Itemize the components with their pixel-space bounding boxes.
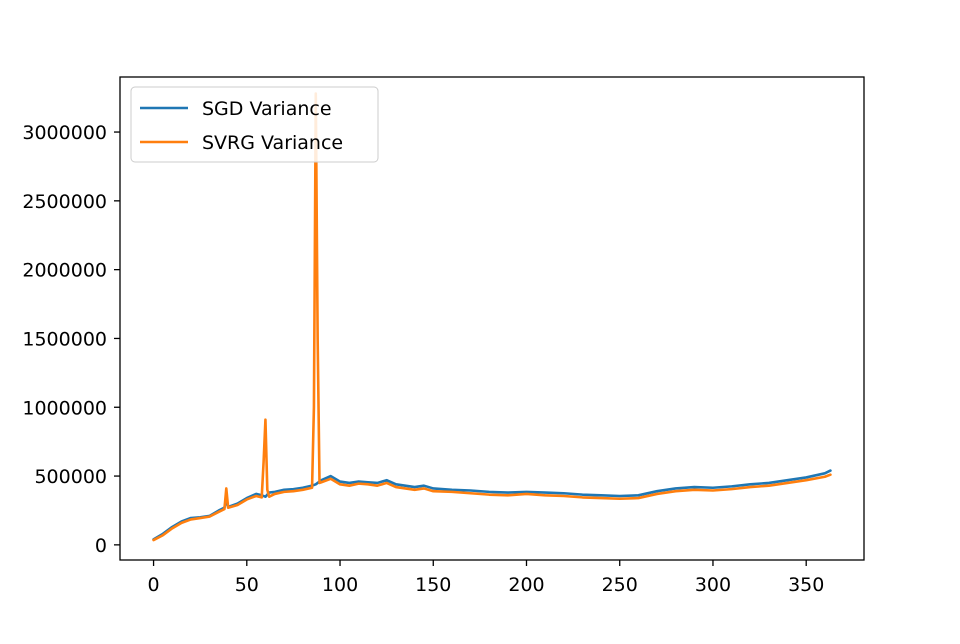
x-tick-label: 150 [415, 574, 451, 596]
x-tick-label: 350 [788, 574, 824, 596]
legend-label-1: SVRG Variance [202, 132, 343, 154]
x-tick-label: 200 [508, 574, 544, 596]
y-tick-label: 2500000 [22, 191, 107, 213]
y-tick-label: 1000000 [22, 397, 107, 419]
legend: SGD Variance SVRG Variance [130, 86, 379, 163]
y-tick-label: 1500000 [22, 328, 107, 350]
x-tick-label: 250 [602, 574, 638, 596]
x-tick-label: 300 [695, 574, 731, 596]
series-line-1 [152, 92, 832, 542]
x-tick-label: 50 [235, 574, 259, 596]
legend-label-0: SGD Variance [202, 98, 332, 120]
y-tick-label: 500000 [34, 466, 107, 488]
series-layer [152, 92, 832, 542]
y-tick-label: 3000000 [22, 122, 107, 144]
y-tick-label: 0 [95, 535, 107, 557]
series-line-0 [152, 469, 832, 541]
y-tick-label: 2000000 [22, 260, 107, 282]
x-tick-label: 0 [148, 574, 160, 596]
axes-layer: 0 50 100 150 200 250 300 350 0 500000 1000000 15000… [22, 76, 865, 596]
plot-frame [119, 76, 865, 561]
x-tick-label: 100 [322, 574, 358, 596]
legend-box [130, 86, 379, 163]
